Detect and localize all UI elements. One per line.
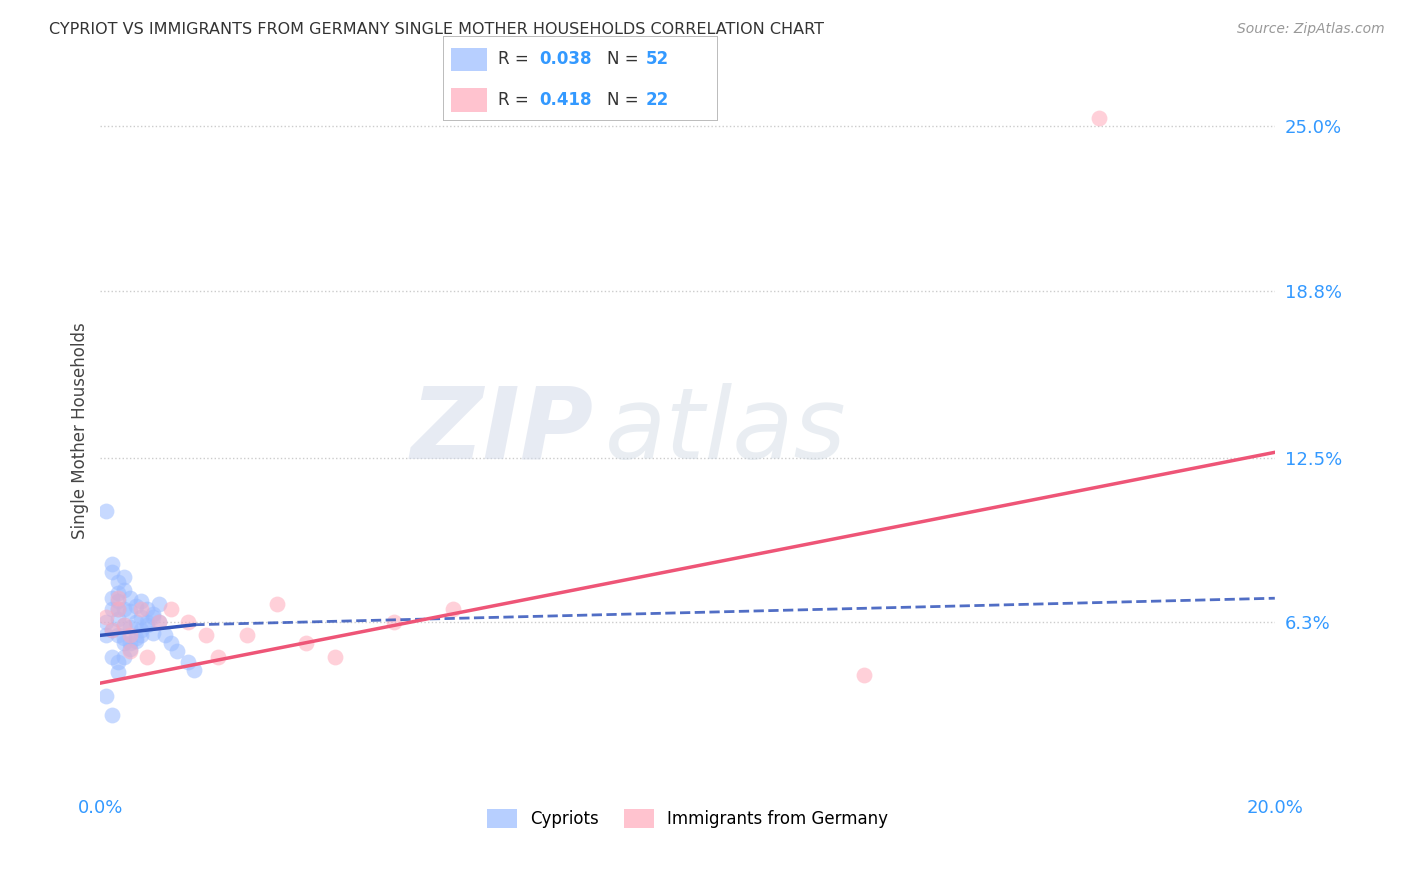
Point: [266, 597, 288, 611]
Point: [107, 612, 129, 626]
FancyBboxPatch shape: [451, 88, 486, 112]
Point: [112, 636, 135, 650]
Point: [131, 602, 153, 616]
Point: [136, 602, 159, 616]
Point: [236, 628, 259, 642]
Text: CYPRIOT VS IMMIGRANTS FROM GERMANY SINGLE MOTHER HOUSEHOLDS CORRELATION CHART: CYPRIOT VS IMMIGRANTS FROM GERMANY SINGL…: [49, 22, 824, 37]
Point: [295, 636, 318, 650]
Point: [118, 620, 141, 634]
Point: [323, 649, 346, 664]
Point: [96, 609, 118, 624]
Point: [101, 557, 124, 571]
Point: [118, 605, 141, 619]
Point: [166, 644, 188, 658]
Point: [101, 623, 124, 637]
Text: R =: R =: [498, 51, 534, 69]
Point: [107, 602, 129, 616]
Point: [107, 594, 129, 608]
Point: [136, 649, 159, 664]
Point: [124, 615, 146, 629]
Text: 0.418: 0.418: [538, 91, 592, 109]
Point: [124, 631, 146, 645]
Point: [131, 594, 153, 608]
Point: [148, 615, 170, 629]
Point: [148, 597, 170, 611]
Point: [136, 617, 159, 632]
Text: 52: 52: [645, 51, 669, 69]
Point: [112, 631, 135, 645]
Point: [131, 628, 153, 642]
Point: [131, 609, 153, 624]
Point: [107, 655, 129, 669]
Point: [101, 623, 124, 637]
Legend: Cypriots, Immigrants from Germany: Cypriots, Immigrants from Germany: [481, 802, 896, 835]
Point: [101, 649, 124, 664]
Point: [195, 628, 218, 642]
Point: [101, 708, 124, 723]
Point: [118, 628, 141, 642]
Text: Source: ZipAtlas.com: Source: ZipAtlas.com: [1237, 22, 1385, 37]
Point: [142, 607, 165, 621]
Point: [101, 602, 124, 616]
Point: [107, 628, 129, 642]
Point: [96, 690, 118, 704]
Point: [159, 602, 181, 616]
Point: [118, 591, 141, 606]
Text: R =: R =: [498, 91, 538, 109]
Text: 0.038: 0.038: [538, 51, 592, 69]
Point: [136, 615, 159, 629]
Point: [96, 628, 118, 642]
Y-axis label: Single Mother Households: Single Mother Households: [72, 323, 89, 540]
Point: [112, 583, 135, 598]
Point: [107, 602, 129, 616]
Point: [142, 609, 165, 624]
Point: [96, 615, 118, 629]
Point: [382, 615, 405, 629]
Point: [118, 641, 141, 656]
Point: [441, 602, 464, 616]
Text: atlas: atlas: [606, 383, 846, 480]
Text: ZIP: ZIP: [411, 383, 593, 480]
Text: N =: N =: [607, 51, 644, 69]
Point: [107, 575, 129, 590]
Point: [118, 644, 141, 658]
Point: [131, 623, 153, 637]
Point: [148, 615, 170, 629]
Point: [107, 591, 129, 606]
Point: [142, 625, 165, 640]
Point: [101, 591, 124, 606]
Point: [207, 649, 229, 664]
Text: 22: 22: [645, 91, 669, 109]
Point: [107, 665, 129, 680]
Point: [183, 663, 205, 677]
Point: [112, 602, 135, 616]
Point: [124, 599, 146, 614]
Point: [177, 655, 200, 669]
Point: [118, 636, 141, 650]
Point: [153, 628, 176, 642]
Point: [124, 633, 146, 648]
Point: [112, 649, 135, 664]
Point: [112, 617, 135, 632]
Point: [112, 570, 135, 584]
Point: [159, 636, 181, 650]
Point: [112, 617, 135, 632]
Point: [107, 586, 129, 600]
Point: [852, 668, 875, 682]
Point: [101, 565, 124, 579]
Point: [177, 615, 200, 629]
Point: [1087, 111, 1109, 125]
Point: [96, 504, 118, 518]
Text: N =: N =: [607, 91, 644, 109]
FancyBboxPatch shape: [451, 47, 486, 71]
